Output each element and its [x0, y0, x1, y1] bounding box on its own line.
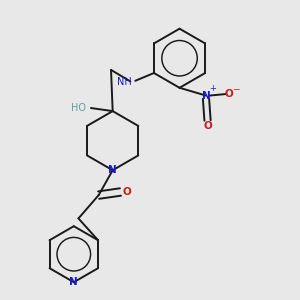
Text: HO: HO: [71, 103, 86, 113]
Text: N: N: [69, 277, 78, 287]
Text: NH: NH: [116, 77, 131, 87]
Text: N: N: [108, 165, 117, 175]
Text: O: O: [122, 187, 131, 197]
Text: O: O: [203, 121, 212, 131]
Text: N: N: [202, 91, 210, 100]
Text: O: O: [225, 89, 234, 99]
Text: −: −: [232, 84, 240, 93]
Text: +: +: [209, 84, 216, 93]
